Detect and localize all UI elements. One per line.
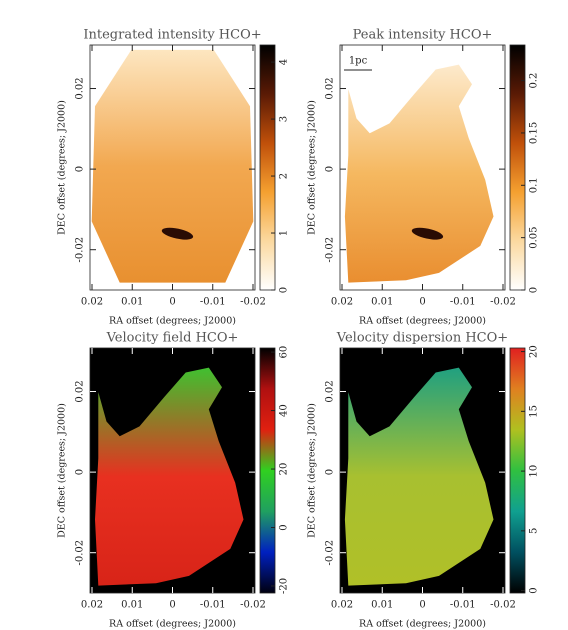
- panel-title: Peak intensity HCO+: [353, 28, 493, 43]
- colorbar-tick-label: -20: [279, 578, 290, 594]
- x-tick-label: 0: [169, 600, 175, 611]
- y-tick-label: 0.02: [325, 380, 336, 402]
- colorbar-tick-label: 0: [279, 524, 290, 530]
- colorbar-tick-label: 5: [529, 528, 540, 534]
- y-axis-label: DEC offset (degrees; J2000): [307, 100, 318, 235]
- x-tick-label: 0.02: [331, 600, 353, 611]
- colorbar-tick-label: 0: [529, 287, 540, 293]
- y-tick-label: 0.02: [75, 77, 86, 99]
- colorbar: [509, 347, 526, 594]
- map-image: [344, 64, 494, 283]
- y-tick-label: -0.02: [325, 540, 336, 566]
- colorbar-tick-label: 60: [279, 346, 290, 359]
- x-tick-label: -0.01: [200, 600, 226, 611]
- y-tick-label: -0.02: [325, 237, 336, 263]
- panel-title: Velocity field HCO+: [106, 331, 239, 346]
- panel-title: Velocity dispersion HCO+: [336, 331, 508, 346]
- panel-title: Integrated intensity HCO+: [83, 28, 261, 43]
- x-tick-label: -0.01: [450, 297, 476, 308]
- y-tick-label: -0.02: [75, 237, 86, 263]
- y-tick-label: 0: [75, 469, 86, 475]
- map-image: [95, 367, 244, 586]
- y-tick-label: 0.02: [75, 380, 86, 402]
- map-image: [344, 367, 494, 586]
- colorbar-tick-label: 0: [529, 587, 540, 593]
- y-tick-label: 0: [325, 469, 336, 475]
- colorbar-tick-label: 1: [279, 230, 290, 236]
- colorbar: [509, 44, 526, 291]
- x-axis-label: RA offset (degrees; J2000): [359, 619, 486, 630]
- colorbar-tick-label: 4: [279, 59, 290, 65]
- x-axis-label: RA offset (degrees; J2000): [109, 316, 236, 327]
- x-axis-label: RA offset (degrees; J2000): [359, 316, 486, 327]
- x-tick-label: 0.01: [371, 297, 393, 308]
- colorbar-tick-label: 15: [529, 405, 540, 418]
- colorbar: [259, 44, 276, 291]
- scale-bar-label: 1pc: [349, 56, 368, 67]
- colorbar-tick-label: 20: [529, 345, 540, 358]
- x-tick-label: 0.02: [81, 297, 103, 308]
- x-tick-label: 0: [169, 297, 175, 308]
- colorbar: [259, 347, 276, 594]
- colorbar-tick-label: 0.05: [529, 227, 540, 249]
- y-tick-label: 0: [75, 166, 86, 172]
- x-tick-label: 0.02: [81, 600, 103, 611]
- x-tick-label: 0: [419, 297, 425, 308]
- colorbar-tick-label: 40: [279, 404, 290, 417]
- x-tick-label: 0: [419, 600, 425, 611]
- x-tick-label: -0.02: [490, 297, 516, 308]
- colorbar-tick-label: 0.2: [529, 73, 540, 89]
- y-axis-label: DEC offset (degrees; J2000): [307, 403, 318, 538]
- x-tick-label: -0.02: [240, 600, 266, 611]
- y-tick-label: -0.02: [75, 540, 86, 566]
- x-tick-label: -0.01: [200, 297, 226, 308]
- x-tick-label: -0.02: [490, 600, 516, 611]
- y-tick-label: 0.02: [325, 77, 336, 99]
- x-axis-label: RA offset (degrees; J2000): [109, 619, 236, 630]
- x-tick-label: 0.01: [121, 297, 143, 308]
- colorbar-tick-label: 10: [529, 465, 540, 478]
- y-tick-label: 0: [325, 166, 336, 172]
- colorbar-tick-label: 0: [279, 287, 290, 293]
- map-peak: [161, 227, 194, 240]
- x-tick-label: 0.02: [331, 297, 353, 308]
- x-tick-label: 0.01: [371, 600, 393, 611]
- colorbar-tick-label: 3: [279, 116, 290, 122]
- x-tick-label: -0.02: [240, 297, 266, 308]
- y-axis-label: DEC offset (degrees; J2000): [57, 100, 68, 235]
- map-peak: [411, 227, 444, 240]
- colorbar-tick-label: 2: [279, 173, 290, 179]
- colorbar-tick-label: 20: [279, 463, 290, 476]
- y-axis-label: DEC offset (degrees; J2000): [57, 403, 68, 538]
- colorbar-tick-label: 0.1: [529, 177, 540, 193]
- map-image: [91, 49, 254, 283]
- x-tick-label: 0.01: [121, 600, 143, 611]
- x-tick-label: -0.01: [450, 600, 476, 611]
- colorbar-tick-label: 0.15: [529, 122, 540, 144]
